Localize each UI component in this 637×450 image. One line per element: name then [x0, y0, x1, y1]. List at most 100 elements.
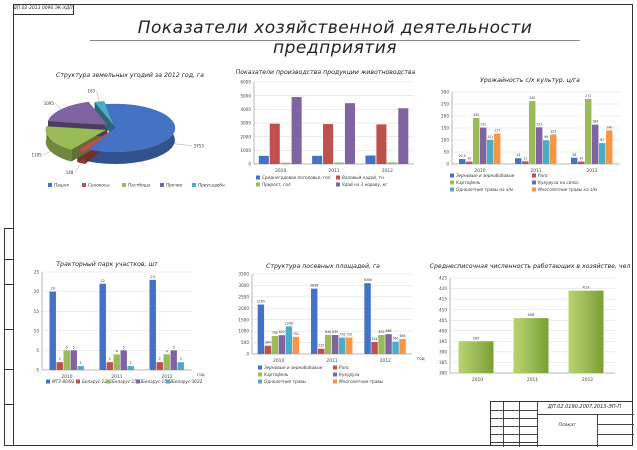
bar-tractors: [149, 279, 156, 370]
bar-livestock: [323, 124, 334, 164]
bar-sown: [292, 336, 300, 354]
bar-livestock: [334, 162, 345, 164]
data-label: 127: [494, 129, 500, 133]
legend-label: Зерновые и зернобобовые: [264, 365, 323, 370]
data-label: 830: [332, 330, 338, 334]
y-tick-label: 100: [441, 138, 449, 143]
y-tick-label: 0: [446, 162, 449, 167]
y-tick-label: 385: [439, 360, 447, 365]
bar-sown: [318, 348, 325, 354]
data-label: 822: [279, 330, 285, 334]
title-block-stamp: ДП.02.0190.2007.2013-ЭП-П Плакат: [490, 401, 634, 447]
data-label: 5: [123, 345, 125, 349]
bar-tractors: [127, 366, 134, 370]
bar-yield: [578, 161, 585, 164]
x-tick-label: 2011: [326, 358, 337, 364]
legend-label: Однолетние травы: [264, 379, 307, 384]
bar-workers: [568, 290, 604, 373]
label-leader: [43, 151, 51, 156]
legend-label: Беларус-3022: [172, 379, 203, 384]
legend-swatch: [82, 183, 86, 187]
x-tick-label: 2011: [530, 168, 541, 174]
bar-yield: [522, 161, 529, 164]
bar-yield: [480, 127, 487, 164]
legend-label: Сенокосы: [88, 183, 110, 188]
y-tick-label: 20: [34, 289, 40, 294]
page-title: Показатели хозяйственной деятельности пр…: [137, 18, 533, 58]
bar-tractors: [56, 362, 63, 370]
data-label: 10: [467, 157, 471, 161]
bar-yield: [466, 161, 473, 164]
chart-title: Урожайность с/х культур, ц/га: [480, 77, 580, 84]
bar-sown: [278, 335, 286, 354]
data-label: 2: [59, 357, 61, 361]
bar-tractors: [106, 362, 113, 370]
legend-swatch: [136, 379, 140, 384]
y-tick-label: 6000: [240, 80, 251, 85]
legend-label: Валовый надой, тн: [342, 175, 384, 180]
legend-swatch: [333, 365, 337, 370]
y-tick-label: 200: [441, 114, 449, 119]
bar-tractors: [156, 362, 163, 370]
bar-livestock: [387, 162, 398, 164]
data-label: 4: [116, 349, 118, 353]
bar-sown: [311, 288, 318, 354]
bar-tractors: [120, 350, 127, 370]
y-tick-label: 420: [439, 286, 447, 291]
legend-label: Пашня: [54, 183, 69, 188]
legend-label: Картофель: [264, 372, 289, 377]
data-label: 123: [550, 129, 556, 133]
data-label: 1105: [32, 152, 43, 157]
legend-label: Беларус-1221: [82, 379, 113, 384]
legend-swatch: [450, 180, 454, 185]
pie-slice: [47, 101, 108, 125]
x-unit-label: год: [197, 372, 205, 377]
y-tick-label: 10: [34, 328, 40, 333]
bar-livestock: [376, 124, 387, 164]
y-tick-label: 405: [439, 318, 447, 323]
data-label: 419: [583, 286, 591, 290]
data-label: 271: [585, 94, 591, 98]
bar-sown: [285, 326, 293, 354]
label-leader: [96, 91, 100, 102]
bar-yield: [494, 133, 501, 164]
x-tick-label: 2012: [586, 168, 597, 174]
bar-yield: [585, 98, 592, 164]
document-code: ДП 02-2013 0090 ЭК-ХДП: [13, 4, 74, 15]
data-label: 11: [523, 156, 527, 160]
bar-sown: [392, 341, 399, 354]
legend-label: Прочие: [166, 183, 183, 188]
legend-label: Беларус-1523: [112, 379, 143, 384]
bar-tractors: [49, 291, 56, 370]
data-label: 152: [480, 123, 486, 127]
legend-swatch: [532, 180, 536, 185]
data-label: 832: [379, 330, 385, 334]
data-label: 3753: [194, 143, 205, 148]
data-label: 720: [339, 333, 345, 337]
bar-sown: [371, 342, 378, 354]
legend-swatch: [106, 379, 110, 384]
title-underline: [90, 40, 580, 41]
pie-slice-wall: [94, 102, 114, 138]
bar-tractors: [177, 362, 184, 370]
bar-tractors: [77, 366, 84, 370]
data-label: 1095: [44, 101, 55, 106]
bar-yield: [536, 127, 543, 164]
y-tick-label: 0: [36, 368, 39, 373]
legend-label: Многолетние травы на з/м: [538, 187, 597, 192]
legend-label: Рапс: [339, 365, 350, 370]
x-tick-label: 2012: [380, 358, 391, 364]
y-tick-label: 0: [248, 162, 251, 167]
legend-swatch: [333, 379, 337, 384]
pie-slice: [76, 130, 113, 153]
data-label: 2858: [310, 284, 318, 288]
side-strip-cell: [5, 329, 14, 330]
chart-title: Структура посевных площадей, га: [266, 263, 380, 270]
legend-swatch: [333, 372, 337, 377]
data-label: 2: [180, 357, 182, 361]
data-label: 5: [66, 345, 68, 349]
legend-label: МТЗ-80/82: [52, 379, 75, 384]
side-strip-cell: [5, 284, 14, 285]
x-tick-label: 2010: [275, 168, 286, 174]
stamp-document-name: Плакат: [558, 423, 576, 428]
